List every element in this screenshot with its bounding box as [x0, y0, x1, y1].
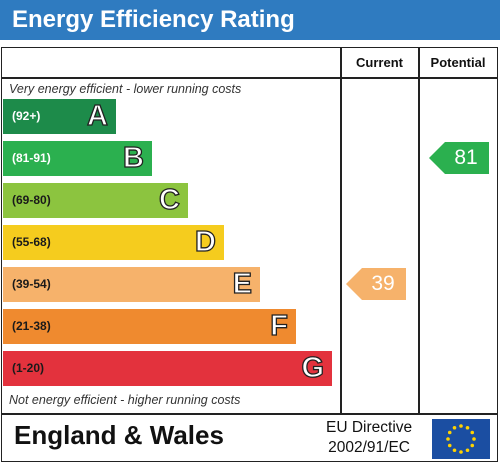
- star-icon: [470, 430, 475, 435]
- footer-row-divider: [1, 413, 498, 415]
- band-e: (39-54) E: [3, 267, 260, 302]
- rating-table: [1, 47, 498, 462]
- band-letter: E: [232, 267, 253, 300]
- band-letter: G: [301, 351, 325, 384]
- star-icon: [452, 448, 457, 453]
- band-range-label: (39-54): [12, 277, 51, 291]
- star-icon: [459, 450, 463, 454]
- potential-column-header: Potential: [430, 55, 486, 70]
- band-c: (69-80) C: [3, 183, 188, 218]
- current-column-header: Current: [356, 55, 403, 70]
- star-icon: [472, 437, 476, 441]
- band-f: (21-38) F: [3, 309, 296, 344]
- header-row-divider: [1, 77, 498, 79]
- column-divider-potential: [418, 47, 420, 414]
- eu-flag-icon: [432, 419, 490, 459]
- directive-line-2: 2002/91/EC: [328, 439, 410, 456]
- top-note: Very energy efficient - lower running co…: [9, 82, 242, 96]
- star-icon: [470, 443, 475, 448]
- star-icon: [446, 437, 450, 441]
- eu-directive: EU Directive 2002/91/EC: [326, 418, 412, 458]
- band-range-label: (1-20): [12, 361, 45, 375]
- band-letter: C: [158, 183, 180, 216]
- column-divider-current: [340, 47, 342, 414]
- band-range-label: (21-38): [12, 319, 51, 333]
- band-range-label: (92+): [12, 109, 41, 123]
- band-b: (81-91) B: [3, 141, 152, 176]
- band-a: (92+) A: [3, 99, 116, 134]
- band-range-label: (55-68): [12, 235, 51, 249]
- star-icon: [465, 425, 470, 430]
- star-icon: [465, 448, 470, 453]
- eu-flag-svg: [446, 424, 476, 454]
- band-letter: A: [86, 99, 108, 132]
- band-range-label: (81-91): [12, 151, 51, 165]
- star-icon: [459, 424, 463, 428]
- band-letter: B: [122, 141, 144, 174]
- star-icon: [447, 443, 452, 448]
- bottom-note: Not energy efficient - higher running co…: [9, 393, 241, 407]
- band-range-label: (69-80): [12, 193, 51, 207]
- band-letter: D: [194, 225, 216, 258]
- star-icon: [447, 430, 452, 435]
- band-d: (55-68) D: [3, 225, 224, 260]
- region-label: England & Wales: [14, 420, 224, 450]
- page-title: Energy Efficiency Rating: [0, 0, 500, 40]
- star-icon: [452, 425, 457, 430]
- band-letter: F: [270, 309, 289, 342]
- band-g: (1-20) G: [3, 351, 332, 386]
- directive-line-1: EU Directive: [326, 419, 413, 436]
